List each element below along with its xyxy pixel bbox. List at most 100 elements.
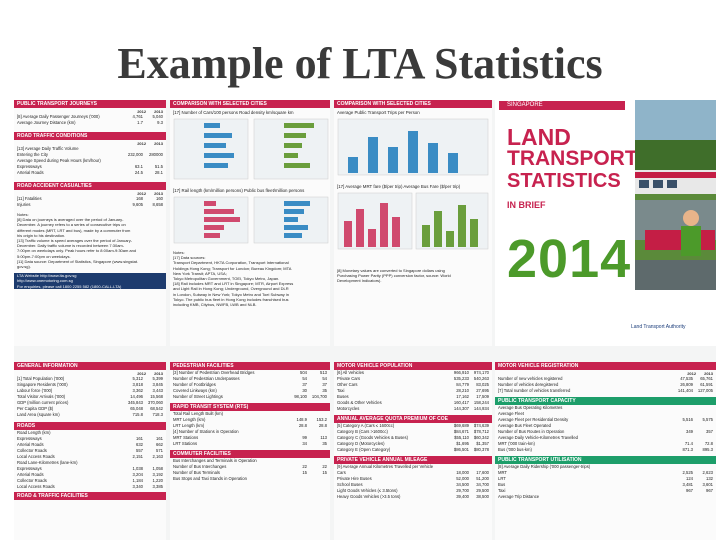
table-row: Road Length (km) xyxy=(14,430,166,436)
row-value-2013: 974,170 xyxy=(473,370,489,375)
year-header: 2012 2013 xyxy=(137,191,163,196)
note-line: his origin to his destination. xyxy=(17,232,66,238)
comparison2-chart2 xyxy=(337,192,489,250)
row-label: Bus Stops and Taxi Stands in Operation xyxy=(173,476,247,481)
table-row: Total Rail Length Built (km) xyxy=(170,411,330,417)
row-value-2012: 24.5 xyxy=(134,170,143,175)
row-label: Road Lane-Kilometres (lane-km) xyxy=(17,460,78,465)
row-label: Bus ('000 bus-km) xyxy=(498,447,532,452)
table-row: LRT Stations 34 35 xyxy=(170,441,330,447)
row-value-2013: 3,443 xyxy=(152,388,163,393)
row-label: [13] Average Daily Traffic Volume xyxy=(17,146,79,151)
comparison2-chart2-title: [17] Average MRT fare ($/per trip) Avera… xyxy=(337,184,461,189)
row-label: Average Fleet per Residential Density xyxy=(498,417,569,422)
note-line: [11] Data source: Department of Statisti… xyxy=(17,258,139,264)
row-value-2013: 83,025 xyxy=(476,382,489,387)
table-row: Private Cars 535,233 540,263 xyxy=(334,376,492,382)
year-header: 2012 2013 xyxy=(137,371,163,376)
row-value-2012: 30 xyxy=(302,388,307,393)
row-value-2013: 967 xyxy=(706,488,713,493)
row-value-2012: $86,501 xyxy=(453,447,469,452)
row-value-2013 xyxy=(307,476,327,482)
reg-header: MOTOR VEHICLE REGISTRATION xyxy=(495,362,716,370)
table-row: MRT Stations 99 113 xyxy=(170,435,330,441)
table-row: Taxi 967 967 xyxy=(495,488,716,494)
note-line: Development Indicators). xyxy=(337,278,382,284)
cover-in-brief: IN BRIEF xyxy=(507,200,546,210)
row-value-2013: 571 xyxy=(156,448,163,453)
row-value-2012: 2,151 xyxy=(132,454,143,459)
table-row: Number of Bus Terminals 15 15 xyxy=(170,470,330,476)
row-label: Number of Street Lightings xyxy=(173,394,223,399)
note-line: 5:00pm-7:00pm on weekdays. xyxy=(17,253,71,259)
row-value-2013: 38,500 xyxy=(476,494,489,499)
row-label: Private Hire Buses xyxy=(337,476,372,481)
row-value-2012: 14,496 xyxy=(130,394,143,399)
row-value-2013: $60,342 xyxy=(473,435,489,440)
row-value-2012: 3,204 xyxy=(132,472,143,477)
row-value-2013: 370,060 xyxy=(147,400,163,405)
note-line: http://www.onemotoring.com.sg xyxy=(17,278,73,284)
row-label: Local Access Roads xyxy=(17,484,55,489)
table-row: Heavy Goods Vehicles (>3.5 tons) 39,400 38… xyxy=(334,494,492,500)
row-label: [3] Number of Pedestrian Overhead Bridge… xyxy=(173,370,255,375)
row-label: Collector Roads xyxy=(17,478,47,483)
row-value-2012: 34 xyxy=(302,441,307,446)
ptj-header: PUBLIC TRANSPORT JOURNEYS xyxy=(14,100,166,108)
row-value-2012: 15 xyxy=(302,470,307,475)
table-row: Collector Roads 1,184 1,220 xyxy=(14,478,166,484)
row-label: Per Capita GDP ($) xyxy=(17,406,54,411)
row-value-2013: 2,163 xyxy=(152,454,163,459)
row-value-2013: 1,220 xyxy=(152,478,163,483)
table-row: Goods & Other Vehicles 160,417 158,244 xyxy=(334,400,492,406)
row-label: MRT ('000 train-km) xyxy=(498,441,535,446)
statistics-sheet: PUBLIC TRANSPORT JOURNEYS 2012 2013 [8] A… xyxy=(14,100,716,540)
row-value-2013: 357 xyxy=(706,429,713,434)
column-vehicles: MOTOR VEHICLE POPULATION [6] All Vehicle… xyxy=(334,362,492,540)
note-line: New York Transit; APTA, USA; xyxy=(173,270,227,276)
row-label: LRT Length (km) xyxy=(173,423,205,428)
row-value-2012: 632 xyxy=(136,442,143,447)
comparison2-chart1-title: Average Public Transport Trips per Perso… xyxy=(337,110,420,115)
row-label: [11] Fatalities xyxy=(17,196,42,201)
table-row: Number of new vehicles registered 47,535 6… xyxy=(495,376,716,382)
table-row: [8] Average Daily Ridership ('000 passen… xyxy=(495,464,716,470)
row-value-2012: 141,404 xyxy=(677,388,693,393)
row-label: LRT xyxy=(498,476,506,481)
row-value-2013: 5,575 xyxy=(702,417,713,422)
table-row: Singapore Residents ('000) 3,818 3,845 xyxy=(14,382,166,388)
row-label: Average Speed during Peak Hours (km/hour… xyxy=(17,158,101,163)
row-label: Number of Bus Interchanges xyxy=(173,464,227,469)
row-value-2013: 3,845 xyxy=(152,382,163,387)
row-label: Number of Pedestrian Underpasses xyxy=(173,376,240,381)
ped-header: PEDESTRIAN FACILITIES xyxy=(170,362,330,370)
row-value-2013: 144,934 xyxy=(473,406,489,411)
row-value-2013: 35 xyxy=(322,441,327,446)
row-value-2013: 51.5 xyxy=(154,164,163,169)
note-line: Tokyo Metropolitan Government, TOEI, Tok… xyxy=(173,276,280,282)
row-value-2012: 557 xyxy=(136,448,143,453)
row-value-2013: 158,244 xyxy=(473,400,489,405)
note-line: Purchasing Power Parity (PPP) conversion… xyxy=(337,273,451,279)
row-value-2013: 513 xyxy=(320,370,327,375)
row-label: Total Rail Length Built (km) xyxy=(173,411,224,416)
row-label: Land Area (square km) xyxy=(17,412,60,417)
table-row: GDP (million current prices) 345,843 370,0… xyxy=(14,400,166,406)
cover-statistics: STATISTICS xyxy=(507,170,621,192)
table-row: [11] Fatalities 168 160 xyxy=(14,196,166,202)
row-value-2012: 39,400 xyxy=(456,494,469,499)
row-label: Number of Bus Routes in Operation xyxy=(498,429,565,434)
note-line: December. A journey refers to a series o… xyxy=(17,222,126,228)
cover-panel: SINGAPORE LAND TRANSPORT STATISTICS IN B… xyxy=(495,100,716,346)
comparison-chart1 xyxy=(173,118,329,180)
row-value-2012: 124 xyxy=(686,476,693,481)
row-label: Collector Roads xyxy=(17,448,47,453)
table-row: Average Daily Vehicle-Kilometres Travell… xyxy=(495,435,716,441)
row-label: Expressways xyxy=(17,164,42,169)
note-line: Tokyo. The public bus fleet in Hong Kong… xyxy=(173,296,289,302)
row-value-2012: 535,233 xyxy=(453,376,469,381)
row-value-2013: 9.3 xyxy=(157,120,163,125)
table-row: Bus ('000 bus-km) 871.3 895.3 xyxy=(495,447,716,453)
row-value-2013 xyxy=(693,494,713,500)
row-label: Arterial Roads xyxy=(17,170,44,175)
